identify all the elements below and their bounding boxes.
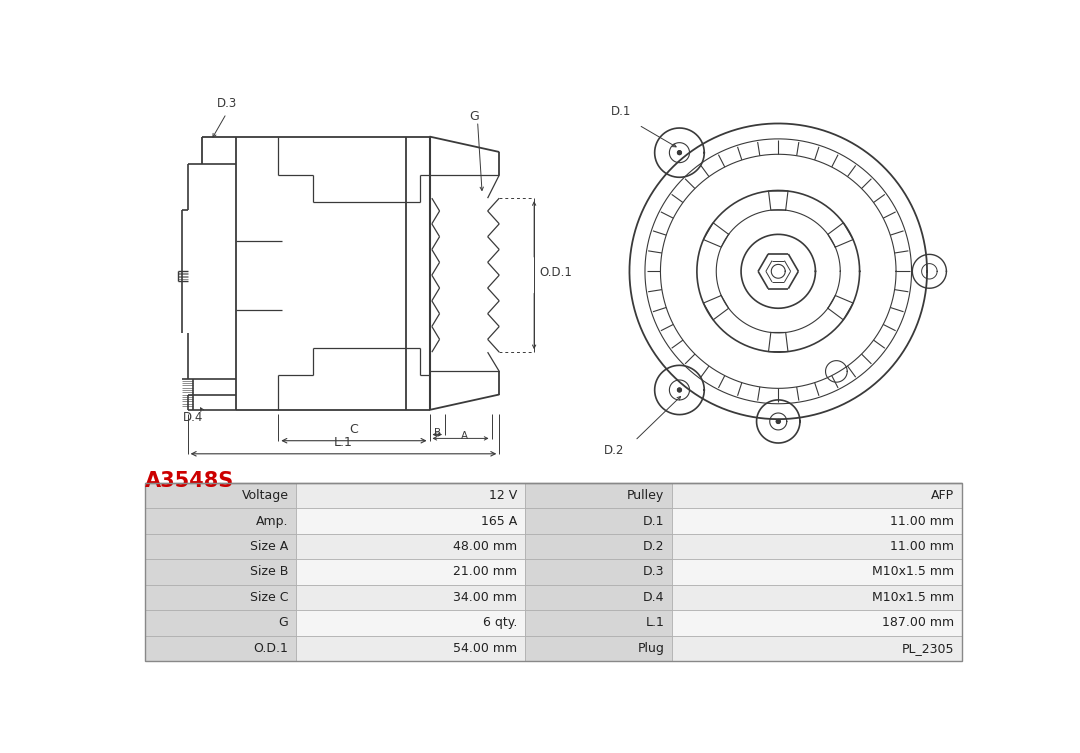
- Text: G: G: [279, 616, 288, 630]
- Bar: [145, 636, 296, 661]
- Bar: [525, 534, 672, 559]
- Text: PL_2305: PL_2305: [902, 642, 954, 654]
- Text: D.1: D.1: [611, 105, 631, 118]
- Bar: [672, 534, 962, 559]
- Bar: [296, 584, 525, 610]
- Polygon shape: [677, 388, 681, 392]
- Text: D.4: D.4: [183, 411, 203, 424]
- Text: O.D.1: O.D.1: [540, 267, 572, 279]
- Text: Size A: Size A: [251, 540, 288, 553]
- Bar: [525, 610, 672, 636]
- Text: D.4: D.4: [643, 591, 664, 604]
- Text: D.2: D.2: [604, 444, 624, 457]
- Text: 48.00 mm: 48.00 mm: [453, 540, 517, 553]
- Bar: [672, 584, 962, 610]
- Bar: [672, 636, 962, 661]
- Bar: [525, 584, 672, 610]
- Text: D.2: D.2: [643, 540, 664, 553]
- Bar: [672, 610, 962, 636]
- Bar: [296, 610, 525, 636]
- Bar: [145, 483, 296, 508]
- Bar: [145, 534, 296, 559]
- Bar: [145, 508, 296, 534]
- Bar: [145, 610, 296, 636]
- Text: A: A: [461, 431, 468, 441]
- Text: O.D.1: O.D.1: [254, 642, 288, 654]
- Text: AFP: AFP: [931, 489, 954, 502]
- Text: M10x1.5 mm: M10x1.5 mm: [872, 591, 954, 604]
- Bar: [296, 559, 525, 584]
- Text: C: C: [350, 423, 359, 436]
- Text: 165 A: 165 A: [481, 514, 517, 528]
- Text: D.3: D.3: [643, 566, 664, 578]
- Text: Amp.: Amp.: [256, 514, 288, 528]
- Text: L.1: L.1: [646, 616, 664, 630]
- Text: 11.00 mm: 11.00 mm: [890, 514, 954, 528]
- Text: 11.00 mm: 11.00 mm: [890, 540, 954, 553]
- Bar: [145, 584, 296, 610]
- Text: Voltage: Voltage: [242, 489, 288, 502]
- Text: Size B: Size B: [251, 566, 288, 578]
- Bar: [672, 559, 962, 584]
- Text: M10x1.5 mm: M10x1.5 mm: [872, 566, 954, 578]
- Text: Size C: Size C: [249, 591, 288, 604]
- Text: Plug: Plug: [637, 642, 664, 654]
- Bar: [525, 483, 672, 508]
- Bar: [525, 559, 672, 584]
- Text: D.1: D.1: [643, 514, 664, 528]
- Text: 12 V: 12 V: [489, 489, 517, 502]
- Bar: [145, 559, 296, 584]
- Text: G: G: [470, 110, 480, 123]
- Bar: [296, 636, 525, 661]
- Text: 21.00 mm: 21.00 mm: [454, 566, 517, 578]
- Bar: [145, 483, 962, 661]
- Polygon shape: [677, 151, 681, 154]
- Bar: [296, 483, 525, 508]
- Text: 187.00 mm: 187.00 mm: [882, 616, 954, 630]
- Bar: [525, 508, 672, 534]
- Polygon shape: [777, 419, 780, 423]
- Text: A3548S: A3548S: [145, 471, 234, 491]
- Text: 54.00 mm: 54.00 mm: [453, 642, 517, 654]
- Text: 34.00 mm: 34.00 mm: [454, 591, 517, 604]
- Bar: [672, 508, 962, 534]
- Bar: [525, 636, 672, 661]
- Text: 6 qty.: 6 qty.: [483, 616, 517, 630]
- Bar: [296, 534, 525, 559]
- Bar: [672, 483, 962, 508]
- Bar: [296, 508, 525, 534]
- Text: B: B: [434, 428, 441, 437]
- Text: L.1: L.1: [334, 436, 353, 450]
- Text: Pulley: Pulley: [627, 489, 664, 502]
- Text: D.3: D.3: [217, 97, 238, 110]
